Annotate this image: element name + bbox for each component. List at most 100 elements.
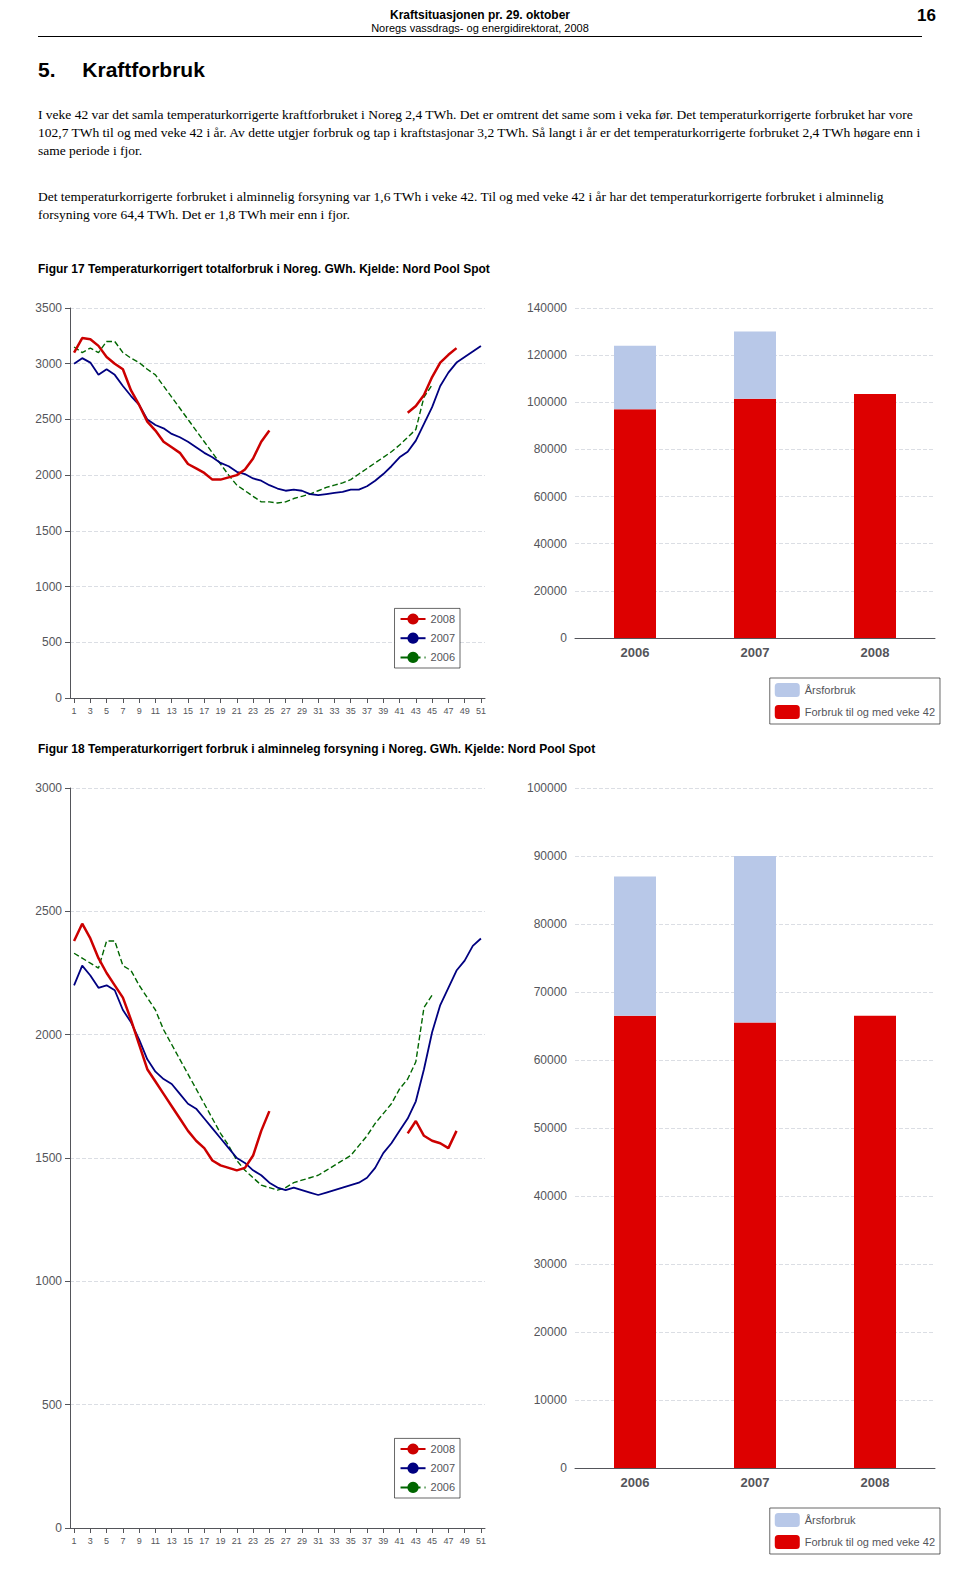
svg-text:51: 51: [476, 706, 486, 716]
svg-text:80000: 80000: [534, 442, 568, 456]
svg-text:21: 21: [232, 706, 242, 716]
svg-text:40000: 40000: [534, 1189, 568, 1203]
svg-text:70000: 70000: [534, 985, 568, 999]
svg-text:Årsforbruk: Årsforbruk: [805, 1514, 856, 1526]
svg-text:31: 31: [313, 706, 323, 716]
svg-text:45: 45: [427, 1536, 437, 1546]
svg-text:100000: 100000: [527, 781, 567, 795]
svg-text:5: 5: [104, 1536, 109, 1546]
svg-text:2007: 2007: [431, 1462, 455, 1474]
svg-text:3000: 3000: [35, 781, 62, 795]
svg-text:2500: 2500: [35, 412, 62, 426]
svg-text:2007: 2007: [741, 645, 770, 660]
svg-text:23: 23: [248, 1536, 258, 1546]
svg-text:1000: 1000: [35, 1274, 62, 1288]
svg-text:9: 9: [137, 1536, 142, 1546]
svg-text:49: 49: [460, 1536, 470, 1546]
svg-text:0: 0: [55, 1521, 62, 1535]
svg-text:47: 47: [443, 706, 453, 716]
svg-text:3: 3: [88, 1536, 93, 1546]
svg-text:2006: 2006: [431, 1481, 455, 1493]
svg-text:9: 9: [137, 706, 142, 716]
svg-text:10000: 10000: [534, 1393, 568, 1407]
svg-text:2007: 2007: [741, 1475, 770, 1490]
svg-text:40000: 40000: [534, 537, 568, 551]
svg-text:120000: 120000: [527, 348, 567, 362]
svg-text:80000: 80000: [534, 917, 568, 931]
svg-text:20000: 20000: [534, 584, 568, 598]
svg-text:17: 17: [199, 1536, 209, 1546]
svg-text:29: 29: [297, 1536, 307, 1546]
svg-text:500: 500: [42, 1398, 62, 1412]
svg-text:35: 35: [346, 706, 356, 716]
svg-text:43: 43: [411, 1536, 421, 1546]
svg-text:21: 21: [232, 1536, 242, 1546]
svg-text:33: 33: [329, 1536, 339, 1546]
svg-text:1500: 1500: [35, 1151, 62, 1165]
svg-text:7: 7: [120, 1536, 125, 1546]
svg-text:47: 47: [443, 1536, 453, 1546]
svg-text:Forbruk til og med veke 42: Forbruk til og med veke 42: [805, 706, 935, 718]
svg-text:0: 0: [55, 691, 62, 705]
svg-text:50000: 50000: [534, 1121, 568, 1135]
svg-text:11: 11: [151, 1536, 160, 1546]
svg-text:43: 43: [411, 706, 421, 716]
svg-text:2006: 2006: [431, 651, 455, 663]
svg-text:2500: 2500: [35, 904, 62, 918]
svg-text:39: 39: [378, 706, 388, 716]
svg-text:51: 51: [476, 1536, 486, 1546]
svg-text:3: 3: [88, 706, 93, 716]
svg-text:41: 41: [395, 1536, 405, 1546]
svg-text:31: 31: [313, 1536, 323, 1546]
svg-text:33: 33: [329, 706, 339, 716]
svg-text:25: 25: [264, 706, 274, 716]
svg-text:19: 19: [216, 1536, 226, 1546]
svg-text:Forbruk til og med veke 42: Forbruk til og med veke 42: [805, 1536, 935, 1548]
svg-text:3500: 3500: [35, 301, 62, 315]
svg-text:2008: 2008: [431, 1443, 455, 1455]
svg-text:Årsforbruk: Årsforbruk: [805, 684, 856, 696]
svg-text:20000: 20000: [534, 1325, 568, 1339]
svg-text:49: 49: [460, 706, 470, 716]
svg-text:2008: 2008: [431, 613, 455, 625]
svg-text:3000: 3000: [35, 357, 62, 371]
svg-text:100000: 100000: [527, 395, 567, 409]
svg-text:60000: 60000: [534, 1053, 568, 1067]
svg-text:60000: 60000: [534, 490, 568, 504]
svg-text:29: 29: [297, 706, 307, 716]
svg-text:2006: 2006: [621, 1475, 650, 1490]
svg-text:7: 7: [120, 706, 125, 716]
svg-text:17: 17: [199, 706, 209, 716]
svg-text:2008: 2008: [861, 645, 890, 660]
svg-text:15: 15: [183, 706, 193, 716]
svg-text:27: 27: [281, 1536, 291, 1546]
svg-text:1000: 1000: [35, 580, 62, 594]
svg-text:35: 35: [346, 1536, 356, 1546]
svg-text:39: 39: [378, 1536, 388, 1546]
svg-text:1500: 1500: [35, 524, 62, 538]
svg-text:2000: 2000: [35, 468, 62, 482]
svg-text:2000: 2000: [35, 1028, 62, 1042]
svg-text:25: 25: [264, 1536, 274, 1546]
svg-text:15: 15: [183, 1536, 193, 1546]
svg-text:37: 37: [362, 1536, 372, 1546]
svg-text:45: 45: [427, 706, 437, 716]
svg-text:90000: 90000: [534, 849, 568, 863]
svg-text:2008: 2008: [861, 1475, 890, 1490]
svg-text:0: 0: [560, 1461, 567, 1475]
svg-text:2007: 2007: [431, 632, 455, 644]
svg-text:41: 41: [395, 706, 405, 716]
svg-text:13: 13: [167, 1536, 177, 1546]
svg-text:1: 1: [72, 706, 77, 716]
svg-text:11: 11: [151, 706, 160, 716]
svg-text:5: 5: [104, 706, 109, 716]
svg-text:37: 37: [362, 706, 372, 716]
svg-text:23: 23: [248, 706, 258, 716]
svg-text:27: 27: [281, 706, 291, 716]
svg-text:500: 500: [42, 635, 62, 649]
svg-text:30000: 30000: [534, 1257, 568, 1271]
svg-text:19: 19: [216, 706, 226, 716]
svg-text:0: 0: [560, 631, 567, 645]
svg-text:13: 13: [167, 706, 177, 716]
svg-text:140000: 140000: [527, 301, 567, 315]
